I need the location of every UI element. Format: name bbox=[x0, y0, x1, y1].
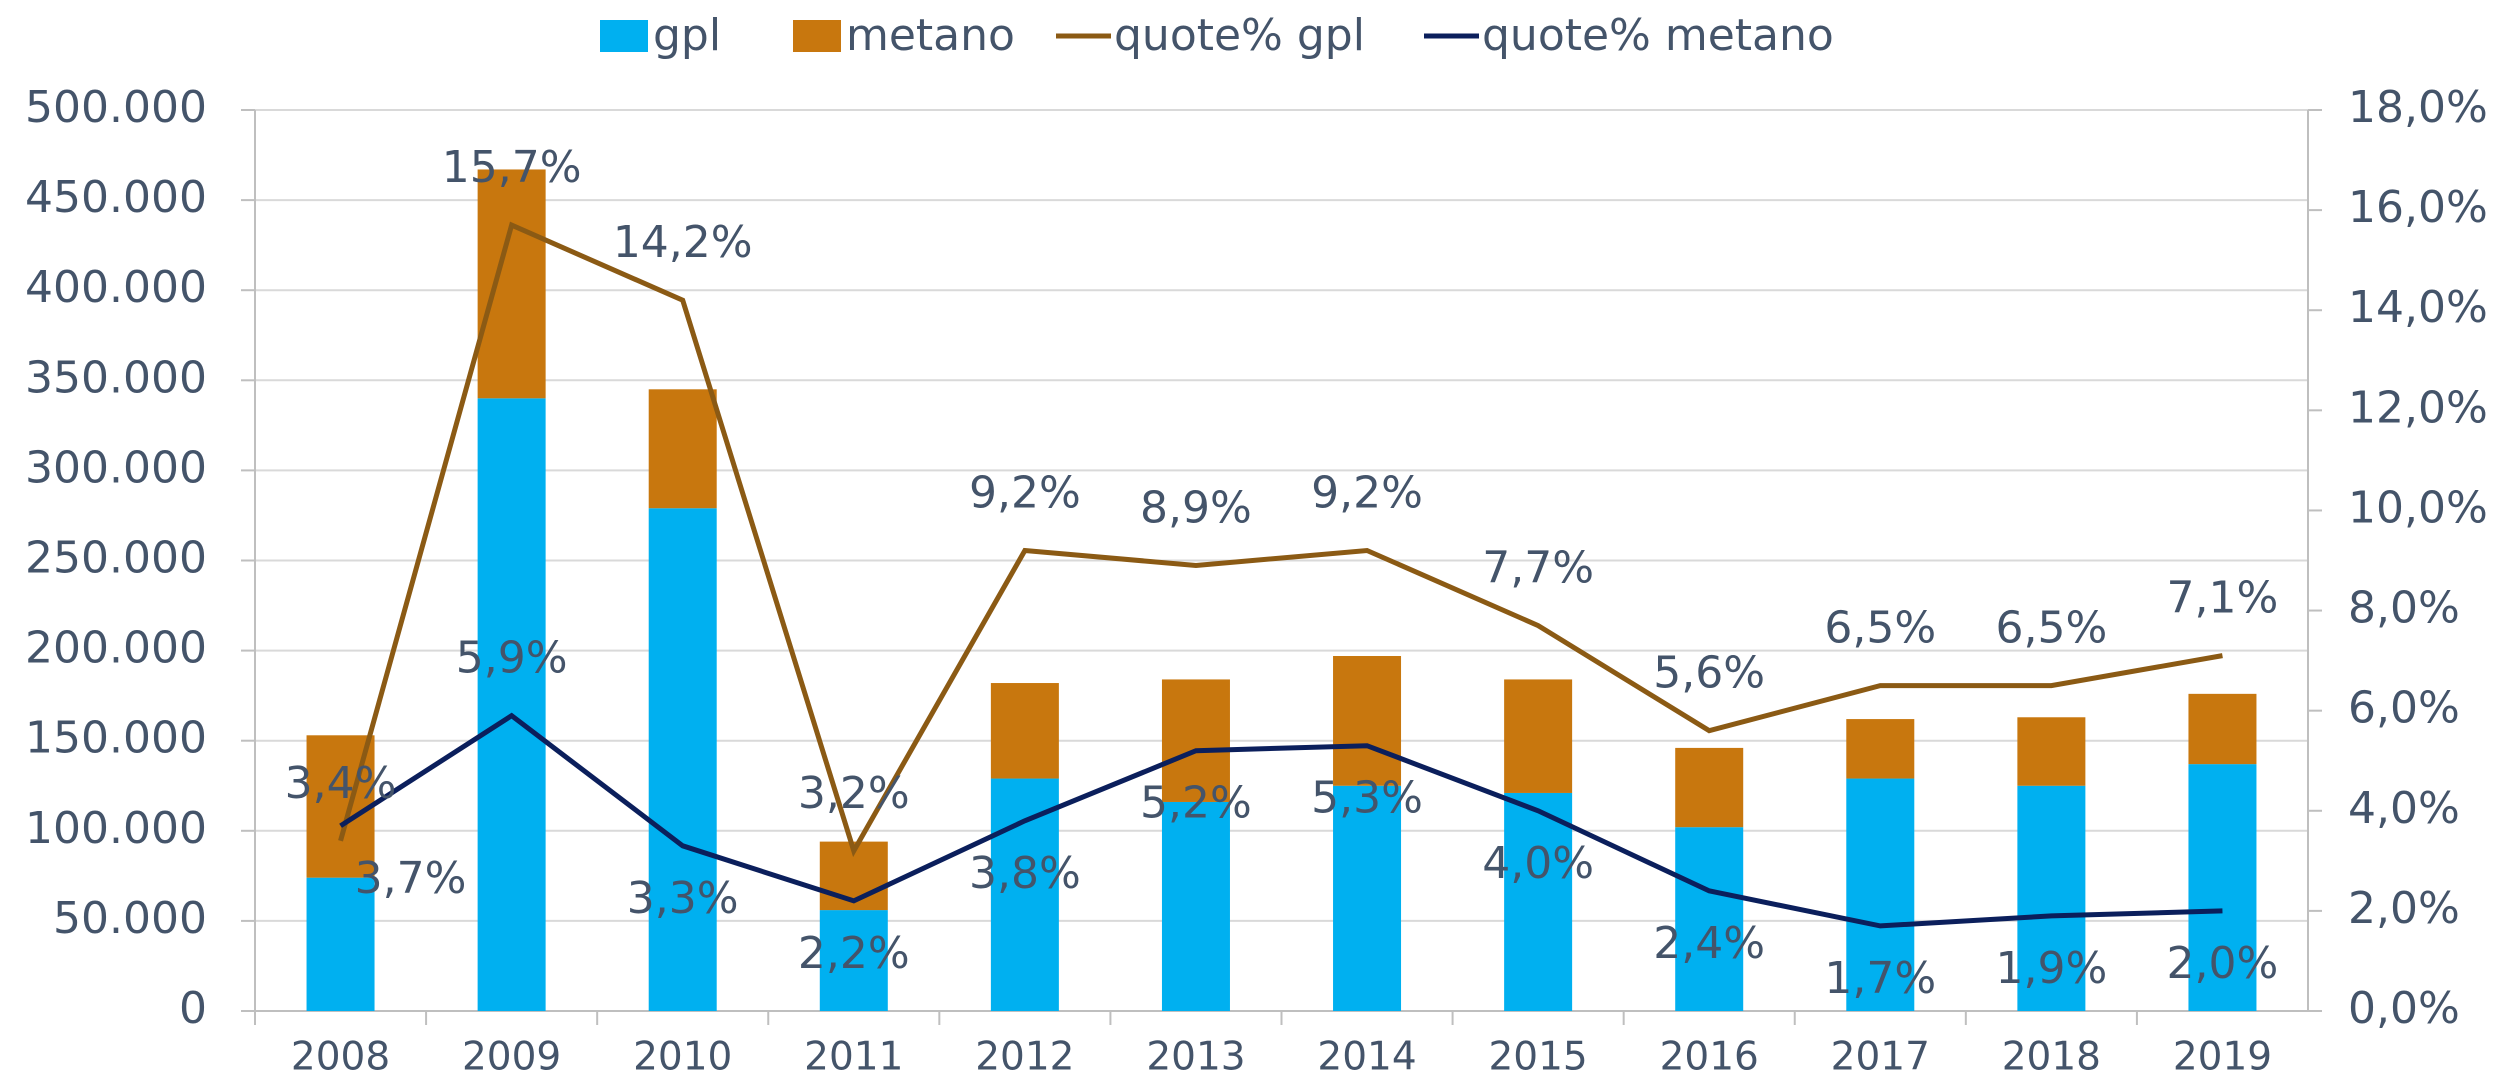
x-tick-label: 2015 bbox=[1488, 1035, 1587, 1080]
data-label: 1,7% bbox=[1824, 953, 1936, 1004]
y-tick-label: 100.000 bbox=[25, 803, 207, 854]
y-tick-label: 350.000 bbox=[25, 352, 207, 403]
legend-label: quote% gpl bbox=[1114, 10, 1365, 61]
bar bbox=[1846, 719, 1915, 779]
data-label: 3,8% bbox=[969, 848, 1081, 899]
x-tick-label: 2019 bbox=[2173, 1035, 2272, 1080]
y-tick-label: 400.000 bbox=[25, 262, 207, 313]
x-tick-label: 2009 bbox=[462, 1035, 561, 1080]
legend-swatch bbox=[793, 20, 841, 52]
y-tick-label: 150.000 bbox=[25, 713, 207, 764]
y-tick-label: 300.000 bbox=[25, 442, 207, 493]
bar bbox=[477, 169, 546, 399]
bar bbox=[1504, 679, 1573, 793]
data-label: 14,2% bbox=[613, 217, 753, 268]
data-label: 9,2% bbox=[969, 467, 1081, 518]
x-tick-label: 2018 bbox=[2002, 1035, 2101, 1080]
bar bbox=[1333, 656, 1402, 786]
y2-tick-label: 18,0% bbox=[2348, 82, 2488, 133]
y2-tick-label: 14,0% bbox=[2348, 282, 2488, 333]
data-label: 1,9% bbox=[1995, 943, 2107, 994]
y2-tick-label: 16,0% bbox=[2348, 182, 2488, 233]
bar bbox=[1675, 747, 1744, 828]
data-label: 3,7% bbox=[355, 853, 467, 904]
bar bbox=[477, 398, 546, 1011]
data-label: 15,7% bbox=[442, 142, 582, 193]
legend-swatch bbox=[600, 20, 648, 52]
y2-tick-label: 4,0% bbox=[2348, 783, 2460, 834]
x-tick-label: 2008 bbox=[291, 1035, 390, 1080]
bar bbox=[648, 389, 717, 509]
line bbox=[339, 712, 2223, 929]
data-label: 5,2% bbox=[1140, 778, 1252, 829]
data-label: 9,2% bbox=[1311, 467, 1423, 518]
y2-tick-label: 8,0% bbox=[2348, 583, 2460, 634]
legend-label: quote% metano bbox=[1482, 10, 1834, 61]
data-label: 3,4% bbox=[285, 758, 397, 809]
bar bbox=[990, 683, 1059, 779]
y2-tick-label: 2,0% bbox=[2348, 883, 2460, 934]
data-label: 2,2% bbox=[798, 928, 910, 979]
line bbox=[338, 221, 2223, 858]
data-label: 2,4% bbox=[1653, 918, 1765, 969]
bar bbox=[819, 910, 888, 1011]
x-tick-label: 2017 bbox=[1831, 1035, 1930, 1080]
data-label: 5,3% bbox=[1311, 773, 1423, 824]
bar bbox=[1846, 778, 1915, 1011]
y2-tick-label: 0,0% bbox=[2348, 983, 2460, 1034]
x-tick-label: 2013 bbox=[1146, 1035, 1245, 1080]
data-label: 8,9% bbox=[1140, 483, 1252, 534]
bar bbox=[2017, 785, 2086, 1011]
data-label: 6,5% bbox=[1995, 603, 2107, 654]
bar bbox=[1675, 827, 1744, 1011]
data-label: 7,7% bbox=[1482, 543, 1594, 594]
bar bbox=[2017, 717, 2086, 786]
x-tick-label: 2010 bbox=[633, 1035, 732, 1080]
bar bbox=[1333, 785, 1402, 1011]
bar bbox=[2188, 764, 2257, 1011]
bar bbox=[648, 508, 717, 1011]
bar bbox=[2188, 693, 2257, 765]
y2-tick-label: 10,0% bbox=[2348, 482, 2488, 533]
y2-tick-label: 12,0% bbox=[2348, 382, 2488, 433]
y-tick-label: 500.000 bbox=[25, 82, 207, 133]
data-label: 4,0% bbox=[1482, 838, 1594, 889]
y2-tick-label: 6,0% bbox=[2348, 683, 2460, 734]
data-label: 5,6% bbox=[1653, 648, 1765, 699]
bar bbox=[1161, 679, 1230, 802]
bar bbox=[990, 778, 1059, 1011]
bar bbox=[1504, 792, 1573, 1011]
x-tick-label: 2012 bbox=[975, 1035, 1074, 1080]
legend-label: gpl bbox=[653, 10, 721, 61]
y-tick-label: 0 bbox=[179, 983, 207, 1034]
data-label: 3,2% bbox=[798, 768, 910, 819]
bar bbox=[306, 877, 375, 1011]
data-label: 7,1% bbox=[2167, 573, 2279, 624]
data-label: 6,5% bbox=[1824, 603, 1936, 654]
x-tick-label: 2011 bbox=[804, 1035, 903, 1080]
bar bbox=[1161, 801, 1230, 1011]
data-label: 3,3% bbox=[627, 873, 739, 924]
y-tick-label: 250.000 bbox=[25, 533, 207, 584]
x-tick-label: 2014 bbox=[1317, 1035, 1416, 1080]
y-tick-label: 450.000 bbox=[25, 172, 207, 223]
legend-label: metano bbox=[846, 10, 1015, 61]
y-tick-label: 50.000 bbox=[53, 893, 207, 944]
x-tick-label: 2016 bbox=[1660, 1035, 1759, 1080]
y-tick-label: 200.000 bbox=[25, 623, 207, 674]
data-label: 2,0% bbox=[2167, 938, 2279, 989]
data-label: 5,9% bbox=[456, 633, 568, 684]
